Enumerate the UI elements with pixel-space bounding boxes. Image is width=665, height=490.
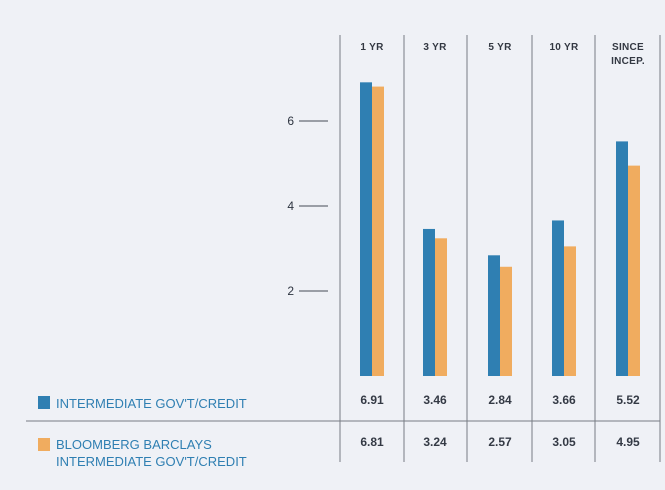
column-header-4-line-1: 10 YR bbox=[549, 42, 579, 53]
column-header-2-line-1: 3 YR bbox=[423, 42, 447, 53]
fund-value-4: 3.66 bbox=[552, 393, 576, 407]
y-tick-label-2: 2 bbox=[287, 284, 294, 298]
index-bar-3 bbox=[500, 266, 512, 376]
fund-bar-1 bbox=[360, 82, 372, 376]
index-value-2: 3.24 bbox=[423, 435, 447, 449]
column-header-1-line-1: 1 YR bbox=[360, 42, 384, 53]
index-bar-2 bbox=[435, 238, 447, 376]
fund-bar-3 bbox=[488, 255, 500, 376]
fund-value-3: 2.84 bbox=[488, 393, 512, 407]
index-bar-5 bbox=[628, 165, 640, 376]
legend-label-index-line-1: BLOOMBERG BARCLAYS bbox=[56, 437, 212, 452]
y-tick-label-6: 6 bbox=[287, 114, 294, 128]
fund-bar-4 bbox=[552, 220, 564, 376]
legend-label-fund: INTERMEDIATE GOV'T/CREDIT bbox=[56, 396, 247, 411]
index-value-5: 4.95 bbox=[616, 435, 640, 449]
legend-swatch-fund bbox=[38, 396, 50, 409]
column-header-5-line-2: INCEP. bbox=[611, 56, 645, 67]
index-value-3: 2.57 bbox=[488, 435, 512, 449]
fund-value-2: 3.46 bbox=[423, 393, 447, 407]
index-value-1: 6.81 bbox=[360, 435, 384, 449]
fund-value-1: 6.91 bbox=[360, 393, 384, 407]
legend-swatch-index bbox=[38, 438, 50, 451]
column-header-5-line-1: SINCE bbox=[612, 42, 644, 53]
y-tick-label-4: 4 bbox=[287, 199, 294, 213]
fund-bar-2 bbox=[423, 228, 435, 376]
index-bar-1 bbox=[372, 86, 384, 376]
legend-label-index-line-2: INTERMEDIATE GOV'T/CREDIT bbox=[56, 454, 247, 469]
fund-value-5: 5.52 bbox=[616, 393, 640, 407]
index-value-4: 3.05 bbox=[552, 435, 576, 449]
column-header-3-line-1: 5 YR bbox=[488, 42, 512, 53]
index-bar-4 bbox=[564, 246, 576, 376]
fund-bar-5 bbox=[616, 141, 628, 376]
